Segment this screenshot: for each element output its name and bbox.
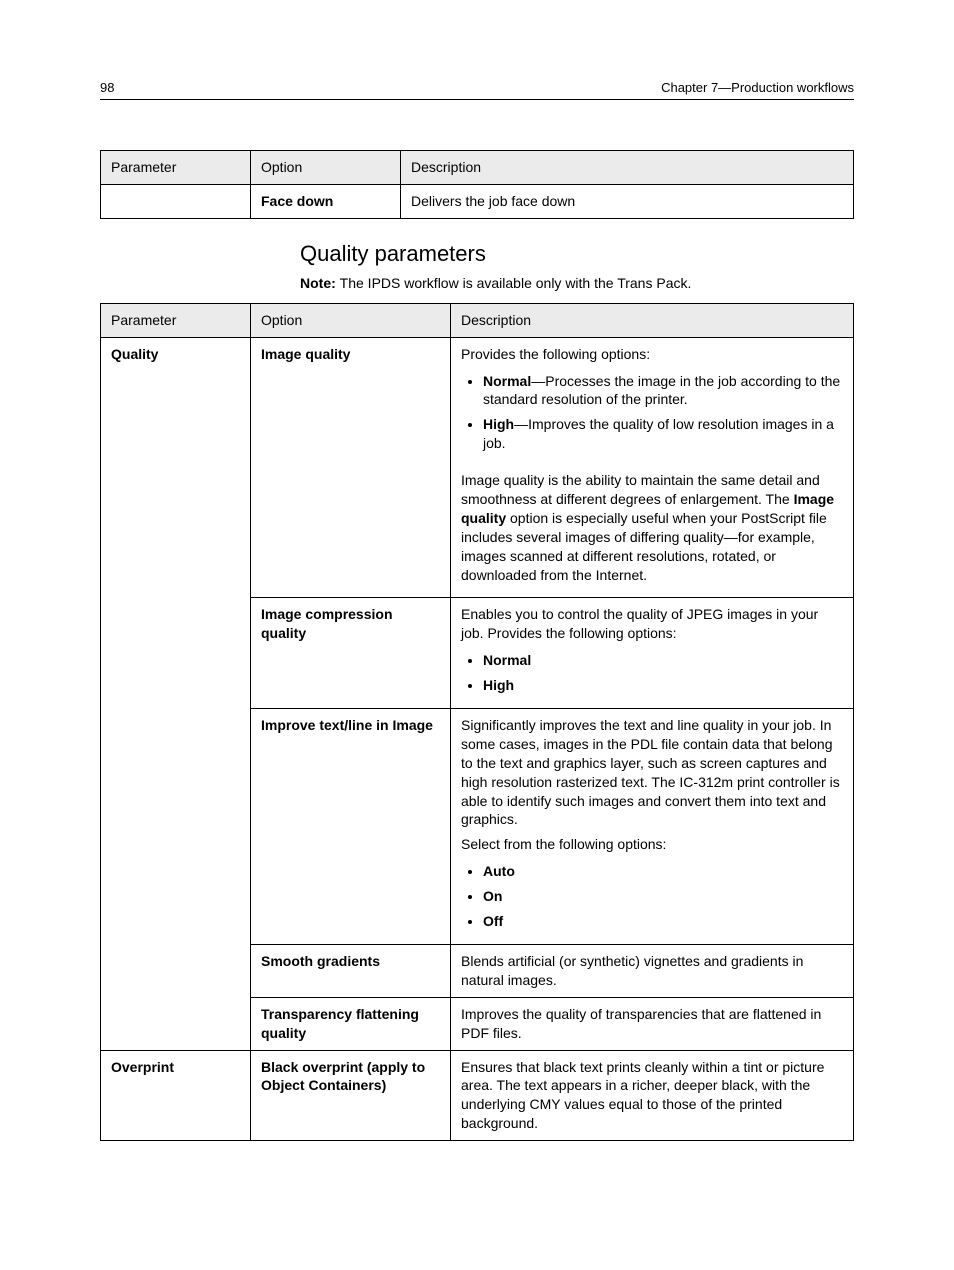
bullet-bold: Normal — [483, 373, 531, 389]
bullet-item: Off — [483, 912, 843, 931]
page: 98 Chapter 7—Production workflows Parame… — [0, 0, 954, 1270]
cell-description: Significantly improves the text and line… — [451, 709, 854, 945]
bullet-item: Normal—Processes the image in the job ac… — [483, 372, 843, 410]
desc-text: Enables you to control the quality of JP… — [461, 605, 843, 643]
col-parameter: Parameter — [101, 151, 251, 185]
table-header-row: Parameter Option Description — [101, 303, 854, 337]
table-row: Overprint Black overprint (apply to Obje… — [101, 1050, 854, 1141]
bullet-item: High — [483, 676, 843, 695]
bullet-bold: High — [483, 416, 514, 432]
desc-select: Select from the following options: — [461, 835, 843, 854]
chapter-title: Chapter 7—Production workflows — [661, 80, 854, 95]
bullet-item: Auto — [483, 862, 843, 881]
table-row: Quality Image quality Provides the follo… — [101, 337, 854, 598]
col-description: Description — [401, 151, 854, 185]
cell-description: Ensures that black text prints cleanly w… — [451, 1050, 854, 1141]
bullet-list: Normal High — [461, 651, 843, 695]
cell-description: Delivers the job face down — [401, 184, 854, 218]
section-title: Quality parameters — [100, 241, 854, 267]
cell-description: Enables you to control the quality of JP… — [451, 598, 854, 709]
cell-parameter-overprint: Overprint — [101, 1050, 251, 1141]
cell-parameter-quality: Quality — [101, 337, 251, 1050]
cell-option: Face down — [251, 184, 401, 218]
cell-option: Image compression quality — [251, 598, 451, 709]
col-parameter: Parameter — [101, 303, 251, 337]
cell-option: Improve text/line in Image — [251, 709, 451, 945]
cell-option: Smooth gradients — [251, 944, 451, 997]
bullet-rest: —Improves the quality of low resolution … — [483, 416, 834, 451]
col-option: Option — [251, 151, 401, 185]
bullet-item: High—Improves the quality of low resolut… — [483, 415, 843, 453]
bullet-rest: —Processes the image in the job accordin… — [483, 373, 840, 408]
col-option: Option — [251, 303, 451, 337]
col-description: Description — [451, 303, 854, 337]
para-after: option is especially useful when your Po… — [461, 510, 827, 583]
desc-intro: Provides the following options: — [461, 345, 843, 364]
cell-option: Black overprint (apply to Object Contain… — [251, 1050, 451, 1141]
table-header-row: Parameter Option Description — [101, 151, 854, 185]
cell-parameter — [101, 184, 251, 218]
cell-option: Transparency flattening quality — [251, 997, 451, 1050]
para-before: Image quality is the ability to maintain… — [461, 472, 820, 507]
bullet-list: Auto On Off — [461, 862, 843, 931]
desc-text: Significantly improves the text and line… — [461, 716, 843, 829]
table-delivery: Parameter Option Description Face down D… — [100, 150, 854, 219]
table-quality: Parameter Option Description Quality Ima… — [100, 303, 854, 1141]
cell-description: Blends artificial (or synthetic) vignett… — [451, 944, 854, 997]
table-row: Face down Delivers the job face down — [101, 184, 854, 218]
cell-option: Image quality — [251, 337, 451, 598]
cell-description: Provides the following options: Normal—P… — [451, 337, 854, 598]
bullet-list: Normal—Processes the image in the job ac… — [461, 372, 843, 454]
page-header: 98 Chapter 7—Production workflows — [100, 80, 854, 100]
cell-description: Improves the quality of transparencies t… — [451, 997, 854, 1050]
page-number: 98 — [100, 80, 114, 95]
bullet-item: On — [483, 887, 843, 906]
section-note: Note: The IPDS workflow is available onl… — [100, 275, 854, 291]
desc-paragraph: Image quality is the ability to maintain… — [461, 471, 843, 584]
note-text: The IPDS workflow is available only with… — [340, 275, 692, 291]
bullet-item: Normal — [483, 651, 843, 670]
note-label: Note: — [300, 275, 340, 291]
